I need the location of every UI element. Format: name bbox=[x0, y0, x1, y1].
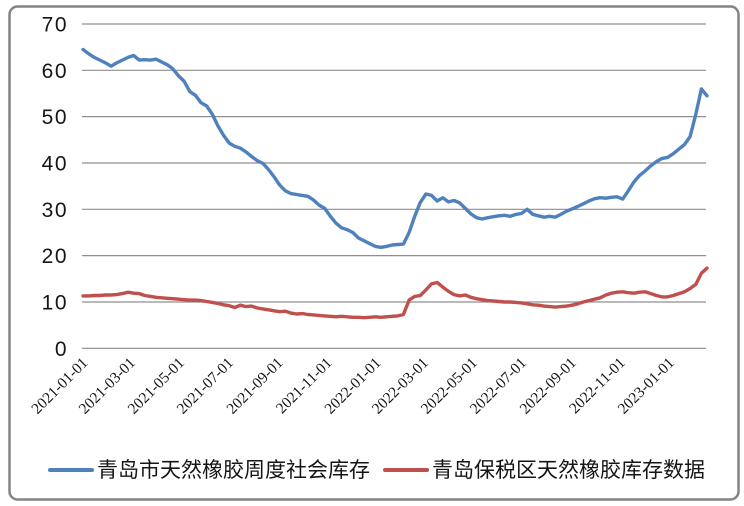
gridlines bbox=[82, 23, 706, 349]
y-axis-tick-label: 10 bbox=[42, 291, 68, 314]
series-line-qingdao-social bbox=[81, 47, 709, 250]
x-axis-labels: 2021-01-012021-03-012021-05-012021-07-01… bbox=[28, 354, 677, 417]
legend-item-social-inventory: 青岛市天然橡胶周度社会库存 bbox=[48, 457, 370, 483]
series-line-bonded-zone bbox=[81, 266, 709, 320]
y-axis-tick-label: 30 bbox=[42, 199, 68, 222]
legend-marker-social-inventory bbox=[48, 467, 94, 473]
y-axis-tick-label: 40 bbox=[42, 152, 68, 175]
y-axis-tick-label: 20 bbox=[42, 245, 68, 268]
y-axis-tick-label: 50 bbox=[42, 106, 68, 129]
legend-item-bonded-zone: 青岛保税区天然橡胶库存数据 bbox=[383, 457, 705, 483]
y-axis-tick-label: 70 bbox=[42, 14, 68, 37]
chart-border bbox=[8, 5, 740, 501]
y-axis-tick-label: 60 bbox=[42, 60, 68, 83]
y-axis-labels: 0 10 20 30 40 50 60 70 bbox=[42, 14, 68, 361]
legend-marker-bonded-zone bbox=[383, 467, 429, 473]
legend-label-social-inventory: 青岛市天然橡胶周度社会库存 bbox=[97, 458, 370, 482]
y-axis-tick-label: 0 bbox=[55, 338, 68, 361]
legend: 青岛市天然橡胶周度社会库存 青岛保税区天然橡胶库存数据 bbox=[48, 457, 705, 483]
legend-label-bonded-zone: 青岛保税区天然橡胶库存数据 bbox=[432, 458, 705, 482]
